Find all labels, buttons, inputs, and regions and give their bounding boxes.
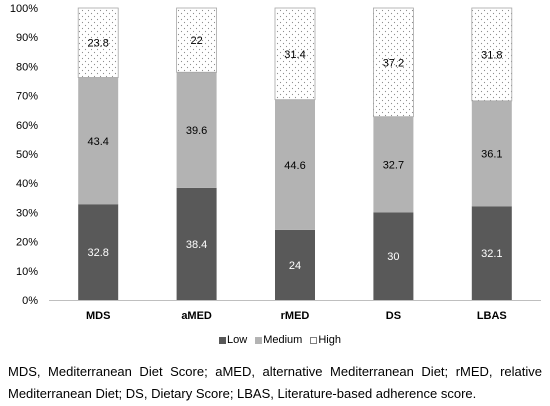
y-tick-label: 0% <box>22 295 38 307</box>
bar-segment-medium-amed <box>176 72 217 188</box>
bar-segment-low-ds <box>373 212 414 300</box>
y-tick-label: 10% <box>16 266 38 278</box>
y-tick-label: 40% <box>16 178 38 190</box>
data-label-medium-amed: 39.6 <box>186 125 207 137</box>
bar-segment-high-ds <box>372 7 414 118</box>
legend-swatch-low <box>219 336 227 344</box>
legend-label-low: Low <box>227 334 248 346</box>
y-tick-label: 100% <box>10 3 38 15</box>
data-label-medium-mds: 43.4 <box>87 136 108 148</box>
y-axis: 0% 10% 20% 30% 40% 50% 60% 70% 80% 90% 100% <box>10 3 38 307</box>
legend-label-high: High <box>318 334 341 346</box>
x-tick-label: rMED <box>281 310 310 322</box>
y-tick-label: 80% <box>16 61 38 73</box>
legend-swatch-medium <box>255 336 263 344</box>
bar-segment-low-rmed <box>275 229 315 300</box>
bar-segment-high-lbas <box>471 7 513 102</box>
data-label-medium-ds: 32.7 <box>383 160 404 172</box>
bar-segment-low-mds <box>78 204 119 300</box>
y-tick-label: 90% <box>16 32 38 44</box>
x-tick-label: LBAS <box>477 310 507 322</box>
data-label-high-mds: 23.8 <box>87 38 108 50</box>
legend-item-high: High <box>310 333 341 347</box>
y-tick-label: 30% <box>16 207 38 219</box>
x-axis: MDS aMED rMED DS LBAS <box>86 310 507 322</box>
bar-segment-high-rmed <box>274 7 316 101</box>
data-label-low-rmed: 24 <box>289 260 301 272</box>
legend-item-medium: Medium <box>255 333 302 347</box>
y-tick-label: 60% <box>16 120 38 132</box>
bar-segment-medium-rmed <box>275 99 315 230</box>
bar-segment-medium-ds <box>373 116 414 213</box>
legend-swatch-high <box>310 336 318 344</box>
data-label-medium-lbas: 36.1 <box>481 149 502 161</box>
legend-label-medium: Medium <box>263 334 303 346</box>
bar-amed: 38.4 39.6 22 <box>176 7 218 300</box>
data-label-low-ds: 30 <box>387 251 399 263</box>
bar-segment-high-amed <box>176 7 218 73</box>
bar-ds: 30 32.7 37.2 <box>372 7 414 300</box>
data-label-high-amed: 22 <box>190 35 202 47</box>
data-label-high-rmed: 31.4 <box>284 49 305 61</box>
bars: 32.8 43.4 23.8 38.4 39.6 22 24 44.6 31.4 30 32.7 37… <box>77 7 513 300</box>
x-tick-label: aMED <box>181 310 212 322</box>
data-label-medium-rmed: 44.6 <box>284 160 305 172</box>
legend: Low Medium High <box>0 333 550 347</box>
data-label-low-mds: 32.8 <box>87 247 108 259</box>
bar-rmed: 24 44.6 31.4 <box>274 7 316 300</box>
stacked-bar-chart: 0% 10% 20% 30% 40% 50% 60% 70% 80% 90% 100% 32.8 43… <box>10 3 541 322</box>
bar-segment-high-mds <box>77 7 119 78</box>
y-tick-label: 70% <box>16 91 38 103</box>
x-tick-label: MDS <box>86 310 110 322</box>
data-label-low-amed: 38.4 <box>186 239 207 251</box>
bar-segment-medium-mds <box>78 77 119 205</box>
bar-lbas: 32.1 36.1 31.8 <box>471 7 513 300</box>
y-tick-label: 20% <box>16 237 38 249</box>
figure-caption: MDS, Mediterranean Diet Score; aMED, alt… <box>8 364 542 401</box>
data-label-low-lbas: 32.1 <box>481 248 502 260</box>
bar-segment-low-amed <box>176 187 217 300</box>
y-tick-label: 50% <box>16 149 38 161</box>
legend-item-low: Low <box>219 333 247 347</box>
x-tick-label: DS <box>386 310 401 322</box>
data-label-high-lbas: 31.8 <box>481 49 502 61</box>
bar-segment-medium-lbas <box>471 100 512 207</box>
data-label-high-ds: 37.2 <box>383 57 404 69</box>
bar-segment-low-lbas <box>471 206 512 300</box>
bar-mds: 32.8 43.4 23.8 <box>77 7 119 300</box>
